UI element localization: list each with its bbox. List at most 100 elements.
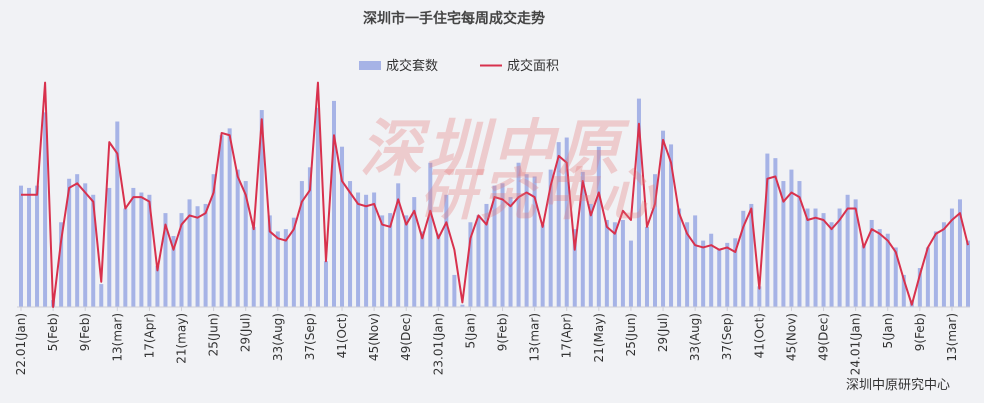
bar-25 [219,135,224,307]
bar-97 [797,181,802,307]
x-tick-label-12: 13(mar) [110,313,124,362]
bar-2 [35,185,40,307]
legend[interactable]: 成交套数 成交面积 [359,58,559,74]
bar-61 [508,197,513,307]
x-tick-label-76: 25(Jun) [624,313,638,356]
bar-9 [91,194,96,307]
x-tick-label-64: 13(mar) [528,313,542,362]
bar-58 [484,203,489,307]
bar-13 [123,208,128,307]
x-tick-label-92: 41(Oct) [752,313,766,358]
bar-23 [203,203,208,307]
bar-108 [885,233,890,307]
bar-21 [187,199,192,307]
bar-63 [524,174,529,307]
bar-22 [195,206,200,307]
bar-98 [805,208,810,307]
bar-50 [420,231,425,307]
x-tick-label-48: 49(Dec) [399,313,413,361]
bar-68 [564,137,569,307]
x-tick-label-32: 33(Aug) [271,313,285,361]
legend-line-label: 成交面积 [507,58,559,74]
bar-53 [444,194,449,307]
x-tick-label-8: 9(Feb) [78,313,92,351]
x-tick-label-68: 17(Apr) [560,313,574,358]
x-tick-label-104: 24.01(Jan) [849,313,863,375]
bar-43 [364,194,369,307]
bar-70 [580,171,585,307]
bar-40 [340,146,345,307]
x-tick-label-88: 37(Sep) [720,313,734,360]
bar-115 [941,222,946,307]
bar-81 [669,144,674,307]
x-tick-label-16: 17(Apr) [142,313,156,358]
x-tick-label-72: 21(May) [592,313,606,362]
bar-45 [380,215,385,307]
x-tick-label-28: 29(Jul) [239,313,253,352]
bar-19 [171,236,176,307]
x-tick-label-52: 23.01(Jan) [431,313,445,375]
bar-113 [925,247,930,307]
bar-95 [781,181,786,307]
bar-11 [107,187,112,307]
bar-118 [965,240,970,307]
x-tick-label-96: 45(Nov) [784,313,798,361]
bar-89 [733,238,738,307]
bar-72 [596,146,601,307]
x-axis-ticks: 22.01(Jan) 5(Feb) 9(Feb) 13(mar) 17(Apr) 21(m… [14,307,959,375]
bar-90 [741,210,746,307]
bar-84 [693,215,698,307]
bar-59 [492,185,497,307]
bar-117 [957,199,962,307]
bar-49 [412,197,417,307]
bar-88 [725,242,730,307]
x-tick-label-84: 33(Aug) [688,313,702,361]
bar-29 [251,226,256,307]
bar-37 [315,107,320,308]
bar-34 [291,217,296,307]
bar-series [18,98,970,308]
bar-24 [211,174,216,307]
bar-3 [43,112,48,307]
bar-85 [701,240,706,307]
bar-73 [604,219,609,307]
x-tick-label-4: 5(Feb) [46,313,60,351]
bar-31 [267,215,272,307]
bar-8 [83,183,88,307]
bar-93 [765,153,770,307]
area-line-series [21,81,969,308]
bar-5 [59,222,64,307]
bar-27 [235,169,240,307]
x-tick-label-44: 45(Nov) [367,313,381,361]
bar-80 [661,130,666,307]
bar-55 [460,304,465,307]
bar-67 [556,142,561,307]
bar-32 [275,231,280,307]
bar-7 [75,174,80,307]
bar-0 [18,185,23,307]
bar-114 [933,231,938,307]
bar-76 [628,240,633,307]
bar-17 [155,265,160,307]
bar-36 [307,167,312,307]
bar-86 [709,233,714,307]
x-tick-label-108: 5(Jan) [881,313,895,349]
bar-92 [757,286,762,307]
x-tick-label-60: 9(Feb) [496,313,510,351]
bar-42 [356,192,361,307]
bar-94 [773,158,778,307]
bar-35 [299,181,304,307]
bar-47 [396,183,401,307]
bar-16 [147,194,152,307]
bar-56 [468,222,473,307]
bar-100 [821,213,826,307]
bar-57 [476,215,481,307]
bar-116 [949,208,954,307]
x-tick-label-112: 9(Feb) [913,313,927,351]
bar-64 [532,176,537,307]
bar-14 [131,187,136,307]
bar-78 [644,226,649,307]
x-tick-label-20: 21(may) [175,313,189,364]
bar-54 [452,274,457,307]
